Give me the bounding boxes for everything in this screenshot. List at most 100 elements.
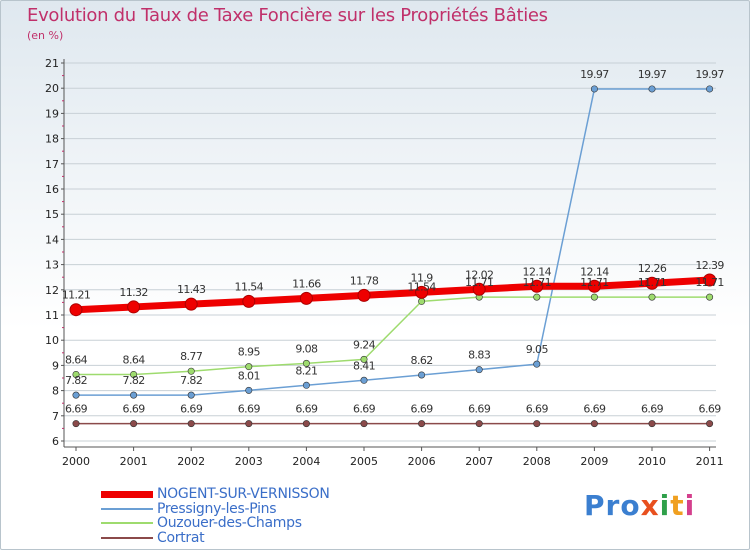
y-tick-label: 11 [45, 309, 59, 322]
y-tick-label: 12 [45, 284, 59, 297]
data-label: 6.69 [583, 403, 606, 416]
x-tick-label: 2008 [523, 455, 551, 468]
data-point [590, 85, 598, 93]
data-label: 6.69 [526, 403, 549, 416]
data-point [187, 391, 195, 399]
data-point [418, 297, 426, 305]
x-tick-label: 2009 [580, 455, 608, 468]
logo-part: i [684, 489, 696, 522]
data-point [533, 420, 541, 428]
y-tick-label: 16 [45, 183, 59, 196]
data-point [184, 297, 198, 311]
x-tick-label: 2011 [696, 455, 724, 468]
y-tick-label: 10 [45, 334, 59, 347]
data-label: 12.39 [695, 259, 724, 272]
legend-item-ouzouer: Ouzouer-des-Champs [101, 515, 302, 531]
x-tick-label: 2010 [638, 455, 666, 468]
data-point [648, 85, 656, 93]
y-tick-label: 18 [45, 133, 59, 146]
data-label: 7.82 [180, 374, 202, 387]
proxiti-logo: Proxiti [584, 489, 695, 522]
data-point [187, 367, 195, 375]
data-label: 12.14 [580, 265, 609, 278]
data-point [648, 293, 656, 301]
data-point [703, 273, 717, 287]
series-line [75, 88, 711, 396]
y-tick-label: 6 [52, 435, 59, 448]
data-point [590, 420, 598, 428]
data-point [242, 294, 256, 308]
data-label: 11.43 [177, 283, 206, 296]
logo-part: i [659, 489, 671, 522]
data-label: 6.69 [353, 403, 376, 416]
data-label: 12.14 [523, 265, 552, 278]
y-tick-label: 21 [45, 57, 59, 70]
data-label: 6.69 [468, 403, 491, 416]
legend-item-pressigny: Pressigny-les-Pins [101, 501, 277, 517]
data-label: 7.82 [65, 374, 87, 387]
x-tick-label: 2001 [120, 455, 148, 468]
data-label: 11.71 [695, 276, 724, 289]
data-label: 6.69 [411, 403, 434, 416]
data-label: 6.69 [641, 403, 664, 416]
data-point [130, 420, 138, 428]
data-label: 6.69 [65, 403, 88, 416]
x-tick-label: 2003 [235, 455, 263, 468]
data-label: 19.97 [695, 68, 724, 81]
data-point [302, 359, 310, 367]
data-label: 11.66 [292, 277, 321, 290]
data-label: 19.97 [580, 68, 609, 81]
logo-part: Pro [584, 489, 641, 522]
data-label: 11.9 [411, 271, 434, 284]
data-label: 8.62 [411, 354, 433, 367]
data-label: 9.24 [353, 338, 376, 351]
data-point [245, 386, 253, 394]
data-label: 8.83 [468, 349, 491, 362]
data-label: 9.08 [295, 342, 318, 355]
data-point [187, 420, 195, 428]
chart-title: Evolution du Taux de Taxe Foncière sur l… [27, 5, 548, 26]
data-label: 6.69 [180, 403, 203, 416]
legend-swatch [101, 522, 153, 524]
data-point [475, 366, 483, 374]
data-label: 11.32 [119, 286, 148, 299]
y-tick-label: 8 [52, 385, 59, 398]
data-point [245, 363, 253, 371]
data-label: 7.82 [123, 374, 145, 387]
data-point [706, 420, 714, 428]
data-point [360, 420, 368, 428]
data-label: 6.69 [238, 403, 261, 416]
y-tick-label: 20 [45, 82, 59, 95]
y-tick-label: 15 [45, 208, 59, 221]
legend-item-cortrat: Cortrat [101, 530, 205, 546]
legend-label: Ouzouer-des-Champs [157, 515, 302, 531]
y-tick-label: 7 [52, 410, 59, 423]
legend-swatch [101, 537, 153, 539]
data-point [72, 370, 80, 378]
data-label: 11.71 [523, 276, 552, 289]
data-point [587, 279, 601, 293]
data-point [533, 293, 541, 301]
x-tick-label: 2007 [465, 455, 493, 468]
x-tick-label: 2005 [350, 455, 378, 468]
data-point [130, 391, 138, 399]
data-label: 8.01 [238, 369, 260, 382]
logo-part: t [670, 489, 685, 522]
legend-swatch [101, 508, 153, 510]
data-label: 9.05 [526, 343, 549, 356]
data-point [533, 360, 541, 368]
series-line [72, 276, 714, 314]
data-point [418, 371, 426, 379]
data-label: 11.54 [235, 280, 264, 293]
series-line [75, 296, 711, 376]
data-label: 6.69 [295, 403, 318, 416]
data-point [418, 420, 426, 428]
data-point [72, 420, 80, 428]
data-point [360, 376, 368, 384]
x-tick-label: 2002 [177, 455, 205, 468]
legend-label: Cortrat [157, 530, 205, 546]
data-label: 8.21 [295, 364, 317, 377]
data-label: 12.02 [465, 268, 494, 281]
data-point [645, 276, 659, 290]
y-tick-label: 9 [52, 359, 59, 372]
